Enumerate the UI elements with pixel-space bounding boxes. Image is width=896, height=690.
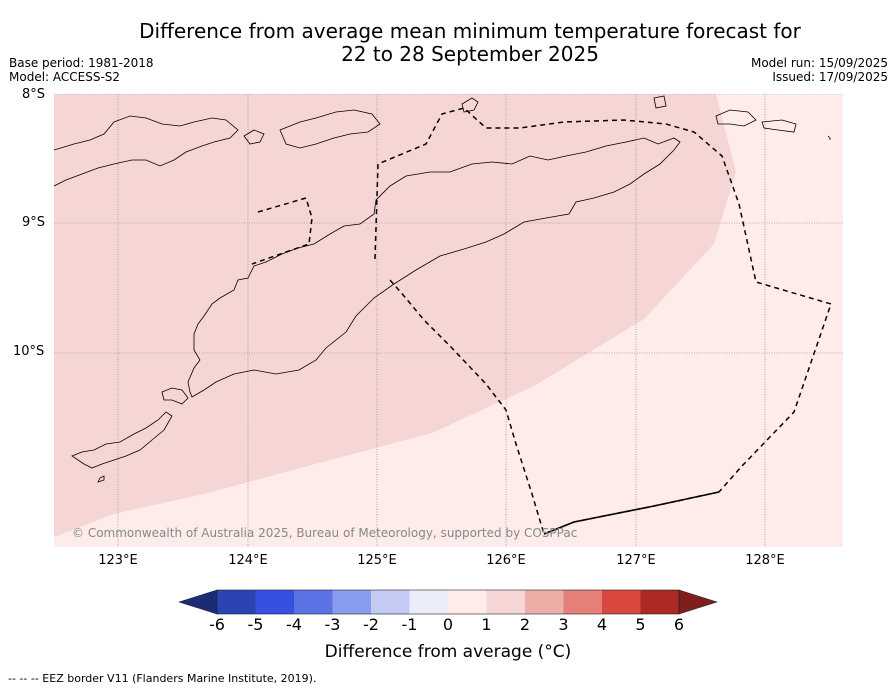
colorbar-tick-label: -6 — [209, 615, 225, 634]
map-panel: © Commonwealth of Australia 2025, Bureau… — [54, 94, 843, 547]
lon-label-128e: 128°E — [745, 553, 785, 568]
colorbar-segment — [371, 590, 410, 614]
copyright-text: © Commonwealth of Australia 2025, Bureau… — [72, 526, 578, 540]
colorbar-tick-label: 3 — [558, 615, 569, 634]
model-run: Model run: 15/09/2025 — [750, 56, 888, 70]
base-period: Base period: 1981-2018 — [9, 56, 154, 70]
title-line-2: 22 to 28 September 2025 — [341, 42, 599, 66]
chart-title: Difference from average mean minimum tem… — [60, 20, 880, 66]
savu-coast — [71, 411, 173, 469]
colorbar-tick-label: -4 — [286, 615, 302, 634]
lon-label-125e: 125°E — [357, 553, 397, 568]
graticule — [54, 94, 843, 547]
colorbar-tick-label: -1 — [401, 615, 418, 634]
rote-coast — [161, 387, 189, 405]
east-isle-1 — [653, 95, 667, 109]
colorbar-frame — [216, 589, 680, 615]
meta-right: Model run: 15/09/2025 Issued: 17/09/2025 — [751, 56, 888, 84]
coastlines — [54, 95, 831, 483]
colorbar-segment — [525, 590, 564, 614]
lat-label-9s: 9°S — [22, 215, 46, 230]
map-svg — [54, 94, 843, 547]
colorbar-segment — [602, 590, 641, 614]
east-isle-3 — [761, 119, 797, 133]
lat-label-10s: 10°S — [13, 344, 45, 359]
lon-label-124e: 124°E — [228, 553, 268, 568]
colorbar-tick-label: 2 — [519, 615, 531, 634]
colorbar-segment — [332, 590, 371, 614]
colorbar-segment — [640, 590, 679, 614]
flores-coast — [54, 115, 239, 187]
lon-label-123e: 123°E — [98, 553, 138, 568]
colorbar-segment — [255, 590, 294, 614]
lon-label-127e: 127°E — [616, 553, 656, 568]
lat-label-8s: 8°S — [22, 87, 46, 102]
title-line-1: Difference from average mean minimum tem… — [139, 19, 801, 43]
colorbar-tick-label: 4 — [596, 615, 608, 634]
colorbar-tick-label: 0 — [442, 615, 454, 634]
meta-left: Base period: 1981-2018 Model: ACCESS-S2 — [9, 56, 154, 84]
lon-label-126e: 126°E — [486, 553, 526, 568]
colorbar-tick-label: 1 — [481, 615, 492, 634]
colorbar-tick-label: -3 — [324, 615, 341, 634]
colorbar-label: Difference from average (°C) — [324, 642, 572, 662]
wetar-coast — [461, 97, 479, 113]
east-isle-2 — [715, 109, 757, 127]
colorbar-extend-low — [178, 589, 218, 615]
east-isle-4 — [827, 135, 831, 140]
colorbar-tick-label: -2 — [363, 615, 379, 634]
colorbar-segment — [217, 590, 256, 614]
issued-date: Issued: 17/09/2025 — [772, 70, 888, 84]
anomaly-region-high — [54, 94, 736, 537]
colorbar-tick-label: 5 — [635, 615, 646, 634]
timor-coast — [187, 137, 681, 398]
model-name: Model: ACCESS-S2 — [9, 70, 121, 84]
colorbar-segment — [448, 590, 487, 614]
colorbar — [178, 589, 718, 615]
colorbar-extend-high — [678, 589, 718, 615]
pantar-coast — [243, 129, 265, 145]
colorbar-segment — [563, 590, 602, 614]
colorbar-tick-label: -5 — [247, 615, 264, 634]
savu-west — [97, 475, 105, 483]
alor-coast — [279, 109, 381, 149]
colorbar-segment — [486, 590, 525, 614]
colorbar-tick-label: 6 — [673, 615, 685, 634]
colorbar-segment — [294, 590, 333, 614]
colorbar-segment — [409, 590, 448, 614]
eez-solid — [543, 491, 720, 535]
eez-footnote: -- -- -- EEZ border V11 (Flanders Marine… — [8, 672, 317, 685]
